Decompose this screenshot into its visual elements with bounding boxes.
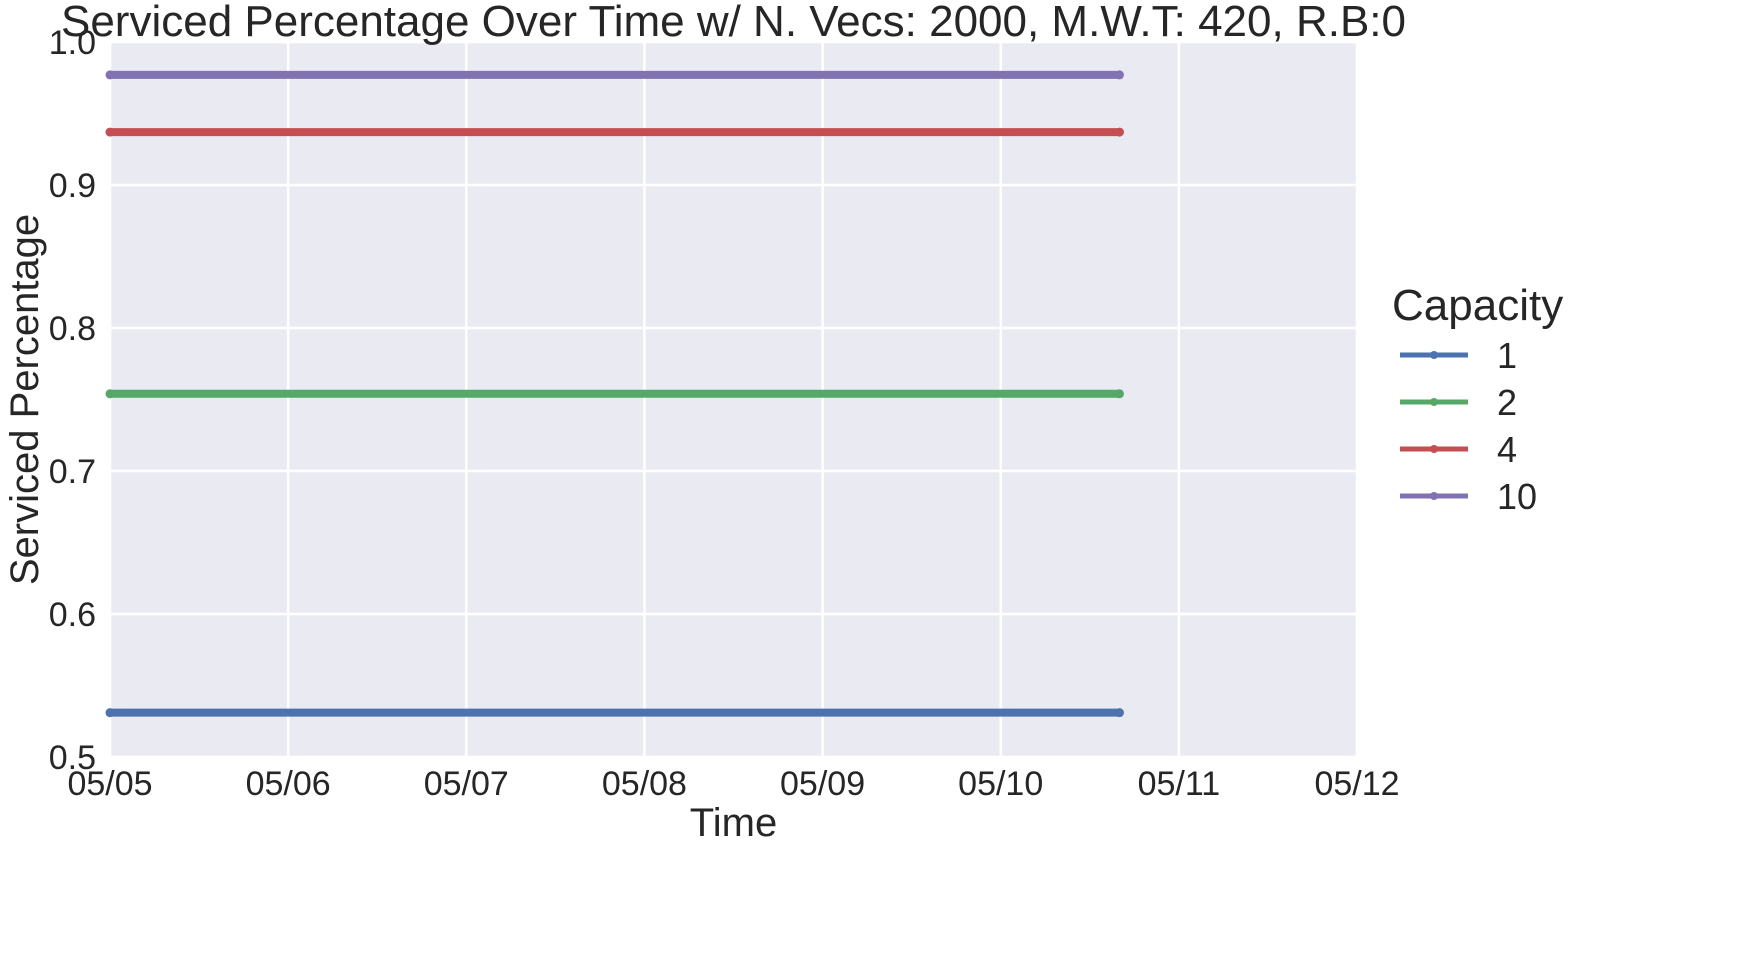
legend-label: 1 [1497, 335, 1517, 376]
data-point [1114, 708, 1124, 718]
legend-items: 1 2 4 10 [1400, 335, 1537, 517]
legend-item-1: 1 [1400, 335, 1517, 376]
x-tick-label: 05/10 [958, 765, 1043, 803]
y-tick-label: 1.0 [49, 24, 96, 62]
x-axis-label: Time [690, 801, 777, 845]
legend-item-10: 10 [1400, 476, 1537, 517]
x-tick-label: 05/05 [67, 765, 152, 803]
grid [108, 40, 1359, 759]
legend-marker [1430, 398, 1438, 406]
legend-marker [1430, 492, 1438, 500]
series-1 [105, 708, 1124, 718]
data-point [105, 389, 115, 399]
series-layer [105, 70, 1124, 718]
data-point [105, 708, 115, 718]
data-point [1114, 389, 1124, 399]
y-tick-label: 0.5 [49, 739, 96, 777]
plot-area [110, 42, 1357, 757]
x-tick-label: 05/11 [1138, 765, 1221, 803]
data-point [105, 70, 115, 80]
legend-marker [1430, 445, 1438, 453]
data-point [105, 127, 115, 137]
series-4 [105, 127, 1124, 137]
y-tick-label: 0.6 [49, 596, 96, 634]
x-tick-label: 05/09 [780, 765, 865, 803]
x-tick-label: 05/08 [602, 765, 687, 803]
legend: Capacity 1 2 4 10 [1392, 281, 1563, 517]
series-10 [105, 70, 1124, 80]
y-axis-label: Serviced Percentage [3, 214, 47, 585]
data-point [1114, 127, 1124, 137]
legend-item-2: 2 [1400, 382, 1517, 423]
x-tick-label: 05/12 [1314, 765, 1399, 803]
y-tick-label: 0.9 [49, 167, 96, 205]
legend-marker [1430, 351, 1438, 359]
legend-label: 2 [1497, 382, 1517, 423]
x-axis-ticks: 05/05 05/06 05/07 05/08 05/09 05/10 05/11 05/12 [67, 765, 1399, 803]
legend-title: Capacity [1392, 281, 1563, 330]
x-tick-label: 05/06 [246, 765, 331, 803]
legend-item-4: 4 [1400, 429, 1517, 470]
y-axis-ticks: 0.5 0.6 0.7 0.8 0.9 1.0 [49, 24, 96, 777]
x-tick-label: 05/07 [424, 765, 509, 803]
legend-label: 4 [1497, 429, 1517, 470]
legend-label: 10 [1497, 476, 1537, 517]
series-2 [105, 389, 1124, 399]
y-tick-label: 0.7 [49, 453, 96, 491]
chart-title: Serviced Percentage Over Time w/ N. Vecs… [61, 0, 1406, 46]
y-tick-label: 0.8 [49, 310, 96, 348]
data-point [1114, 70, 1124, 80]
